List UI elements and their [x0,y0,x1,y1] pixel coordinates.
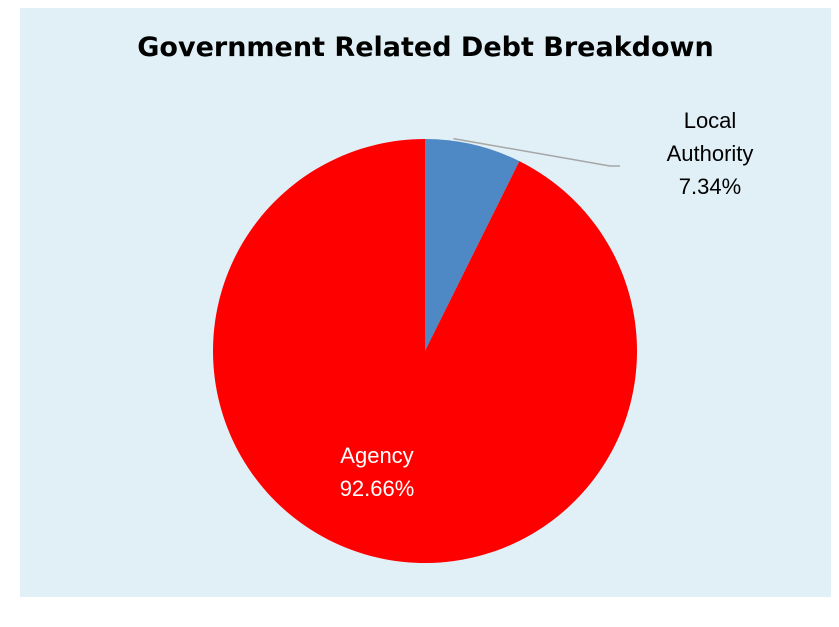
pie-slice-agency [213,139,638,563]
slice-category-label: Agency [340,443,413,468]
slice-category-label: Local [684,108,737,133]
pie-chart: Local Authority 7.34% Agency 92.66% [213,108,754,563]
slice-value-label: 7.34% [679,174,741,199]
leader-line [453,137,620,167]
slice-category-label: Authority [667,141,754,166]
slice-value-label: 92.66% [340,476,415,501]
chart-area: Government Related Debt Breakdown Local A… [20,8,831,597]
chart-title: Government Related Debt Breakdown [137,32,714,63]
pie-slice-local-authority [425,139,520,351]
